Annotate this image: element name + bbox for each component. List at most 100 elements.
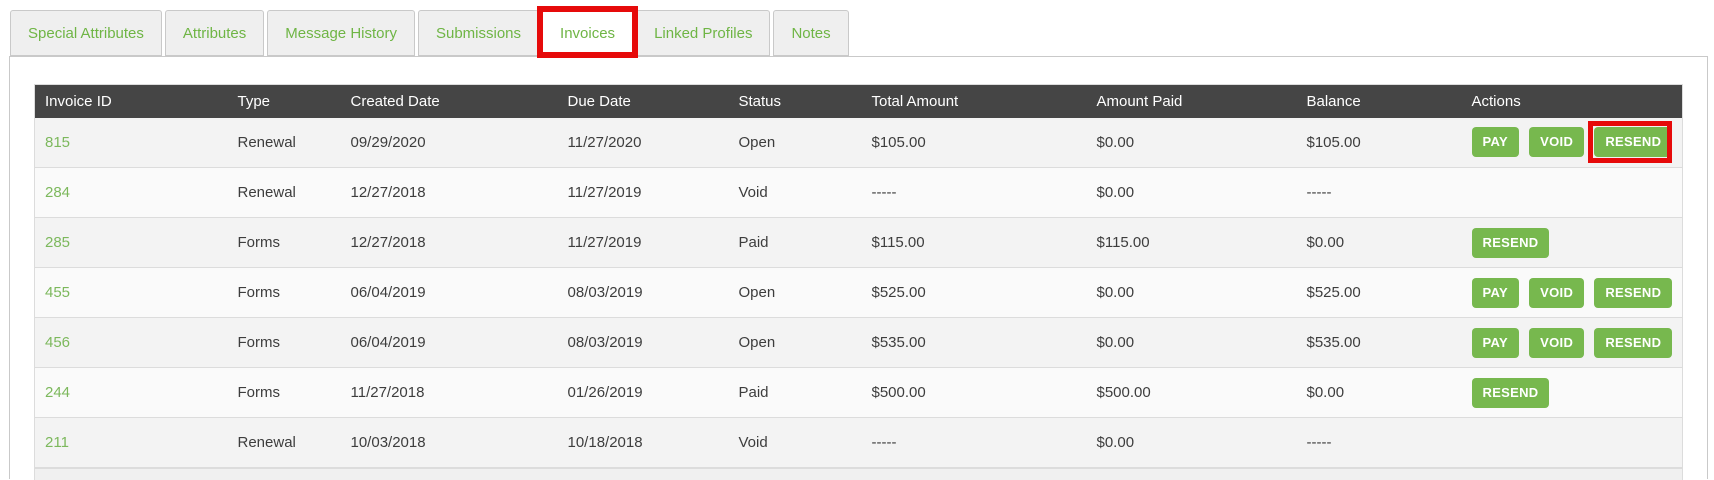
invoice-id-link[interactable]: 455 [45,284,71,301]
cell-created-date: 10/03/2018 [340,417,558,468]
cell-due-date: 01/26/2019 [557,367,729,418]
cell-actions: PAY VOID RESEND [1461,317,1683,368]
cell-total-amount: $525.00 [861,267,1087,318]
col-header-balance: Balance [1296,84,1462,118]
resend-button[interactable]: RESEND [1471,227,1550,258]
cell-status: Paid [728,367,862,418]
pay-button[interactable]: PAY [1471,327,1519,358]
void-button[interactable]: VOID [1529,327,1585,358]
cell-due-date: 08/03/2019 [557,267,729,318]
cell-type: Forms [227,267,341,318]
cell-total-amount: $500.00 [861,367,1087,418]
cell-total-amount: ----- [861,417,1087,468]
table-row: 455 Forms 06/04/2019 08/03/2019 Open $52… [34,267,1683,318]
cell-status: Paid [728,217,862,268]
tab-notes[interactable]: Notes [773,10,849,56]
col-header-actions: Actions [1461,84,1683,118]
invoice-id-link[interactable]: 456 [45,334,71,351]
tab-message-history[interactable]: Message History [267,10,415,56]
cell-balance: $535.00 [1296,317,1462,368]
col-header-due-date: Due Date [557,84,729,118]
cell-balance: $0.00 [1296,367,1462,418]
col-header-amount-paid: Amount Paid [1086,84,1297,118]
table-row: 456 Forms 06/04/2019 08/03/2019 Open $53… [34,317,1683,368]
cell-amount-paid: $500.00 [1086,367,1297,418]
cell-amount-paid: $0.00 [1086,317,1297,368]
col-header-invoice-id: Invoice ID [34,84,228,118]
table-footer-strip [34,468,1683,480]
cell-amount-paid: $115.00 [1086,217,1297,268]
table-row: 244 Forms 11/27/2018 01/26/2019 Paid $50… [34,367,1683,418]
resend-button[interactable]: RESEND [1594,327,1673,358]
cell-actions: PAY VOID RESEND [1461,267,1683,318]
tab-submissions[interactable]: Submissions [417,10,540,56]
invoices-table: Invoice ID Type Created Date Due Date St… [34,84,1683,468]
cell-type: Renewal [227,167,341,218]
cell-total-amount: $105.00 [861,117,1087,168]
pay-button[interactable]: PAY [1471,277,1519,308]
cell-created-date: 12/27/2018 [340,167,558,218]
cell-status: Void [728,167,862,218]
cell-type: Forms [227,317,341,368]
invoice-id-link[interactable]: 285 [45,234,71,251]
cell-created-date: 09/29/2020 [340,117,558,168]
invoice-id-link[interactable]: 244 [45,384,71,401]
invoice-id-link[interactable]: 815 [45,133,71,151]
pay-button[interactable]: PAY [1471,127,1519,158]
tab-invoices-label: Invoices [560,25,616,42]
cell-created-date: 11/27/2018 [340,367,558,418]
cell-type: Forms [227,217,341,268]
tab-invoices[interactable]: Invoices [537,6,639,58]
cell-total-amount: ----- [861,167,1087,218]
cell-actions [1461,167,1683,218]
table-header-row: Invoice ID Type Created Date Due Date St… [34,84,1683,118]
cell-due-date: 11/27/2019 [557,217,729,268]
col-header-type: Type [227,84,341,118]
cell-type: Renewal [227,117,341,168]
cell-status: Open [728,317,862,368]
tab-special-attributes[interactable]: Special Attributes [10,10,162,56]
invoice-id-link[interactable]: 284 [45,184,71,201]
col-header-total-amount: Total Amount [861,84,1087,118]
void-button[interactable]: VOID [1529,277,1585,308]
cell-status: Void [728,417,862,468]
tab-attributes[interactable]: Attributes [164,10,265,56]
cell-balance: $105.00 [1296,117,1462,168]
cell-due-date: 11/27/2019 [557,167,729,218]
cell-balance: ----- [1296,417,1462,468]
cell-type: Forms [227,367,341,418]
cell-created-date: 12/27/2018 [340,217,558,268]
cell-amount-paid: $0.00 [1086,167,1297,218]
resend-button[interactable]: RESEND [1594,127,1673,158]
tab-linked-profiles[interactable]: Linked Profiles [636,10,771,56]
cell-balance: ----- [1296,167,1462,218]
resend-button[interactable]: RESEND [1471,377,1550,408]
invoice-id-link[interactable]: 211 [45,434,69,451]
cell-status: Open [728,117,862,168]
cell-due-date: 10/18/2018 [557,417,729,468]
table-row: 285 Forms 12/27/2018 11/27/2019 Paid $11… [34,217,1683,268]
resend-button[interactable]: RESEND [1594,277,1673,308]
cell-due-date: 08/03/2019 [557,317,729,368]
table-row: 284 Renewal 12/27/2018 11/27/2019 Void -… [34,167,1683,218]
col-header-created-date: Created Date [340,84,558,118]
cell-balance: $525.00 [1296,267,1462,318]
cell-actions [1461,417,1683,468]
cell-created-date: 06/04/2019 [340,317,558,368]
cell-actions: PAY VOID RESEND [1461,117,1683,168]
cell-due-date: 11/27/2020 [557,117,729,168]
table-row: 815 Renewal 09/29/2020 11/27/2020 Open $… [34,117,1683,168]
cell-created-date: 06/04/2019 [340,267,558,318]
cell-type: Renewal [227,417,341,468]
cell-actions: RESEND [1461,367,1683,418]
void-button[interactable]: VOID [1529,127,1585,158]
col-header-status: Status [728,84,862,118]
table-row: 211 Renewal 10/03/2018 10/18/2018 Void -… [34,417,1683,468]
cell-amount-paid: $0.00 [1086,267,1297,318]
cell-status: Open [728,267,862,318]
cell-actions: RESEND [1461,217,1683,268]
cell-total-amount: $535.00 [861,317,1087,368]
tab-bar: Special Attributes Attributes Message Hi… [0,0,1714,58]
invoices-panel: Invoice ID Type Created Date Due Date St… [9,56,1708,480]
cell-amount-paid: $0.00 [1086,417,1297,468]
